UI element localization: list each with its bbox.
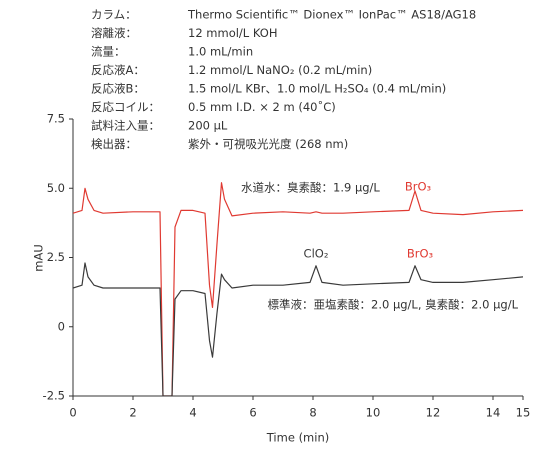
condition-value: 1.0 mL/min <box>188 45 253 59</box>
y-axis-label: mAU <box>32 244 46 272</box>
y-tick-label: 2.5 <box>47 250 65 264</box>
x-tick-label: 2 <box>129 406 136 420</box>
condition-label: 検出器： <box>91 137 137 151</box>
condition-label: 試料注入量： <box>91 119 160 133</box>
x-tick-label: 0 <box>69 406 76 420</box>
condition-label: カラム： <box>91 8 137 22</box>
condition-value: 0.5 mm I.D. × 2 m (40˚C) <box>188 99 336 114</box>
condition-value: 1.2 mmol/L NaNO₂ (0.2 mL/min) <box>188 63 372 77</box>
y-tick-label: 5.0 <box>47 181 65 195</box>
condition-value: Thermo Scientific™ Dionex™ IonPac™ AS18/… <box>187 8 476 22</box>
y-tick-label: -2.5 <box>43 389 65 403</box>
condition-value: 1.5 mol/L KBr、1.0 mol/L H₂SO₄ (0.4 mL/mi… <box>188 82 446 96</box>
y-tick-label: 0 <box>58 319 65 333</box>
condition-label: 反応液B： <box>91 82 145 96</box>
x-tick-label: 4 <box>189 406 196 420</box>
series-label: 水道水：臭素酸：1.9 μg/L <box>241 181 380 195</box>
x-tick-label: 12 <box>426 406 441 420</box>
x-tick-label: 14 <box>486 406 501 420</box>
x-tick-label: 15 <box>516 406 531 420</box>
condition-label: 溶離液： <box>91 26 137 40</box>
plot-area <box>73 182 523 396</box>
series-label: 標準液：亜塩素酸：2.0 μg/L, 臭素酸：2.0 μg/L <box>268 298 519 312</box>
peak-label: ClO₂ <box>304 247 329 261</box>
condition-value: 12 mmol/L KOH <box>188 26 277 40</box>
x-tick-label: 6 <box>249 406 256 420</box>
series-line <box>73 262 523 396</box>
x-tick-label: 8 <box>309 406 316 420</box>
condition-label: 反応液A： <box>91 63 145 77</box>
condition-label: 反応コイル： <box>91 100 160 114</box>
peak-label: BrO₃ <box>407 247 434 261</box>
peak-label: BrO₃ <box>405 180 432 194</box>
x-tick-label: 10 <box>366 406 381 420</box>
condition-value: 200 μL <box>188 119 228 133</box>
x-axis-label: Time (min) <box>266 431 329 445</box>
y-tick-label: 7.5 <box>47 112 65 126</box>
condition-value: 紫外・可視吸光光度 (268 nm) <box>188 137 348 151</box>
condition-label: 流量： <box>91 45 126 59</box>
series-line <box>73 182 523 396</box>
